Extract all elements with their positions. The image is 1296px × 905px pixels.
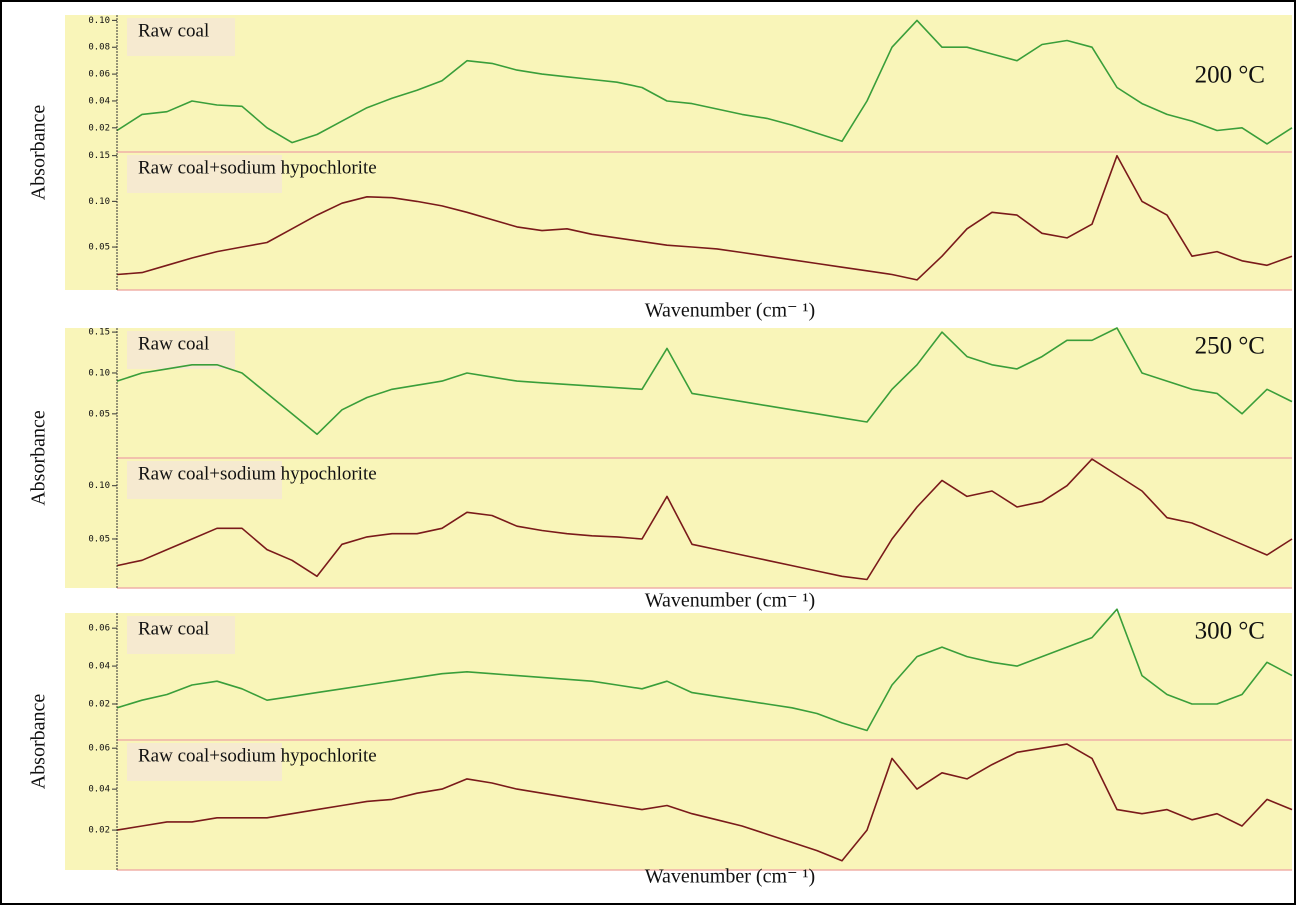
- legend-box: [127, 18, 235, 56]
- y-tick-label: 0.10: [88, 481, 110, 491]
- y-tick-label: 0.08: [88, 43, 110, 53]
- spectrum-line: [116, 743, 1293, 862]
- x-axis-label: Wavenumber (cm⁻ ¹): [645, 300, 815, 322]
- y-tick-label: 0.02: [88, 826, 110, 836]
- y-tick-label: 0.05: [88, 409, 110, 419]
- temperature-label: 300 °C: [1195, 618, 1265, 645]
- temperature-label: 200 °C: [1195, 62, 1265, 89]
- legend-box: [127, 331, 235, 369]
- legend-box: [127, 743, 282, 781]
- series-label: Raw coal: [138, 333, 209, 354]
- y-tick-label: 0.10: [88, 197, 110, 207]
- y-axis-label: Absorbance: [28, 105, 50, 201]
- legend-box: [127, 461, 282, 499]
- series-label: Raw coal+sodium hypochlorite: [138, 157, 377, 178]
- series-label: Raw coal+sodium hypochlorite: [138, 745, 377, 766]
- y-tick-label: 0.15: [88, 328, 110, 338]
- y-tick-label: 0.04: [88, 785, 110, 795]
- legend-box: [127, 155, 282, 193]
- y-tick-label: 0.10: [88, 16, 110, 26]
- y-tick-label: 0.04: [88, 96, 110, 106]
- plot-background: [65, 613, 1292, 870]
- y-tick-label: 0.05: [88, 534, 110, 544]
- temperature-label: 250 °C: [1195, 333, 1265, 360]
- y-tick-label: 0.15: [88, 151, 110, 161]
- spectrum-line: [116, 458, 1293, 581]
- y-axis-label: Absorbance: [28, 694, 50, 790]
- spectrum-line: [116, 19, 1293, 145]
- x-axis-label: Wavenumber (cm⁻ ¹): [645, 866, 815, 888]
- series-label: Raw coal+sodium hypochlorite: [138, 463, 377, 484]
- y-tick-label: 0.05: [88, 243, 110, 253]
- series-label: Raw coal: [138, 618, 209, 639]
- spectrum-line: [116, 327, 1293, 436]
- y-tick-label: 0.06: [88, 70, 110, 80]
- y-tick-label: 0.02: [88, 123, 110, 133]
- series-label: Raw coal: [138, 20, 209, 41]
- legend-box: [127, 616, 235, 654]
- spectrum-line: [116, 154, 1293, 281]
- y-tick-label: 0.06: [88, 744, 110, 754]
- y-tick-label: 0.04: [88, 662, 110, 672]
- y-tick-label: 0.02: [88, 699, 110, 709]
- y-axis-label: Absorbance: [28, 410, 50, 506]
- y-tick-label: 0.10: [88, 368, 110, 378]
- y-tick-label: 0.06: [88, 624, 110, 634]
- x-axis-label: Wavenumber (cm⁻ ¹): [645, 590, 815, 612]
- spectrum-line: [116, 608, 1293, 732]
